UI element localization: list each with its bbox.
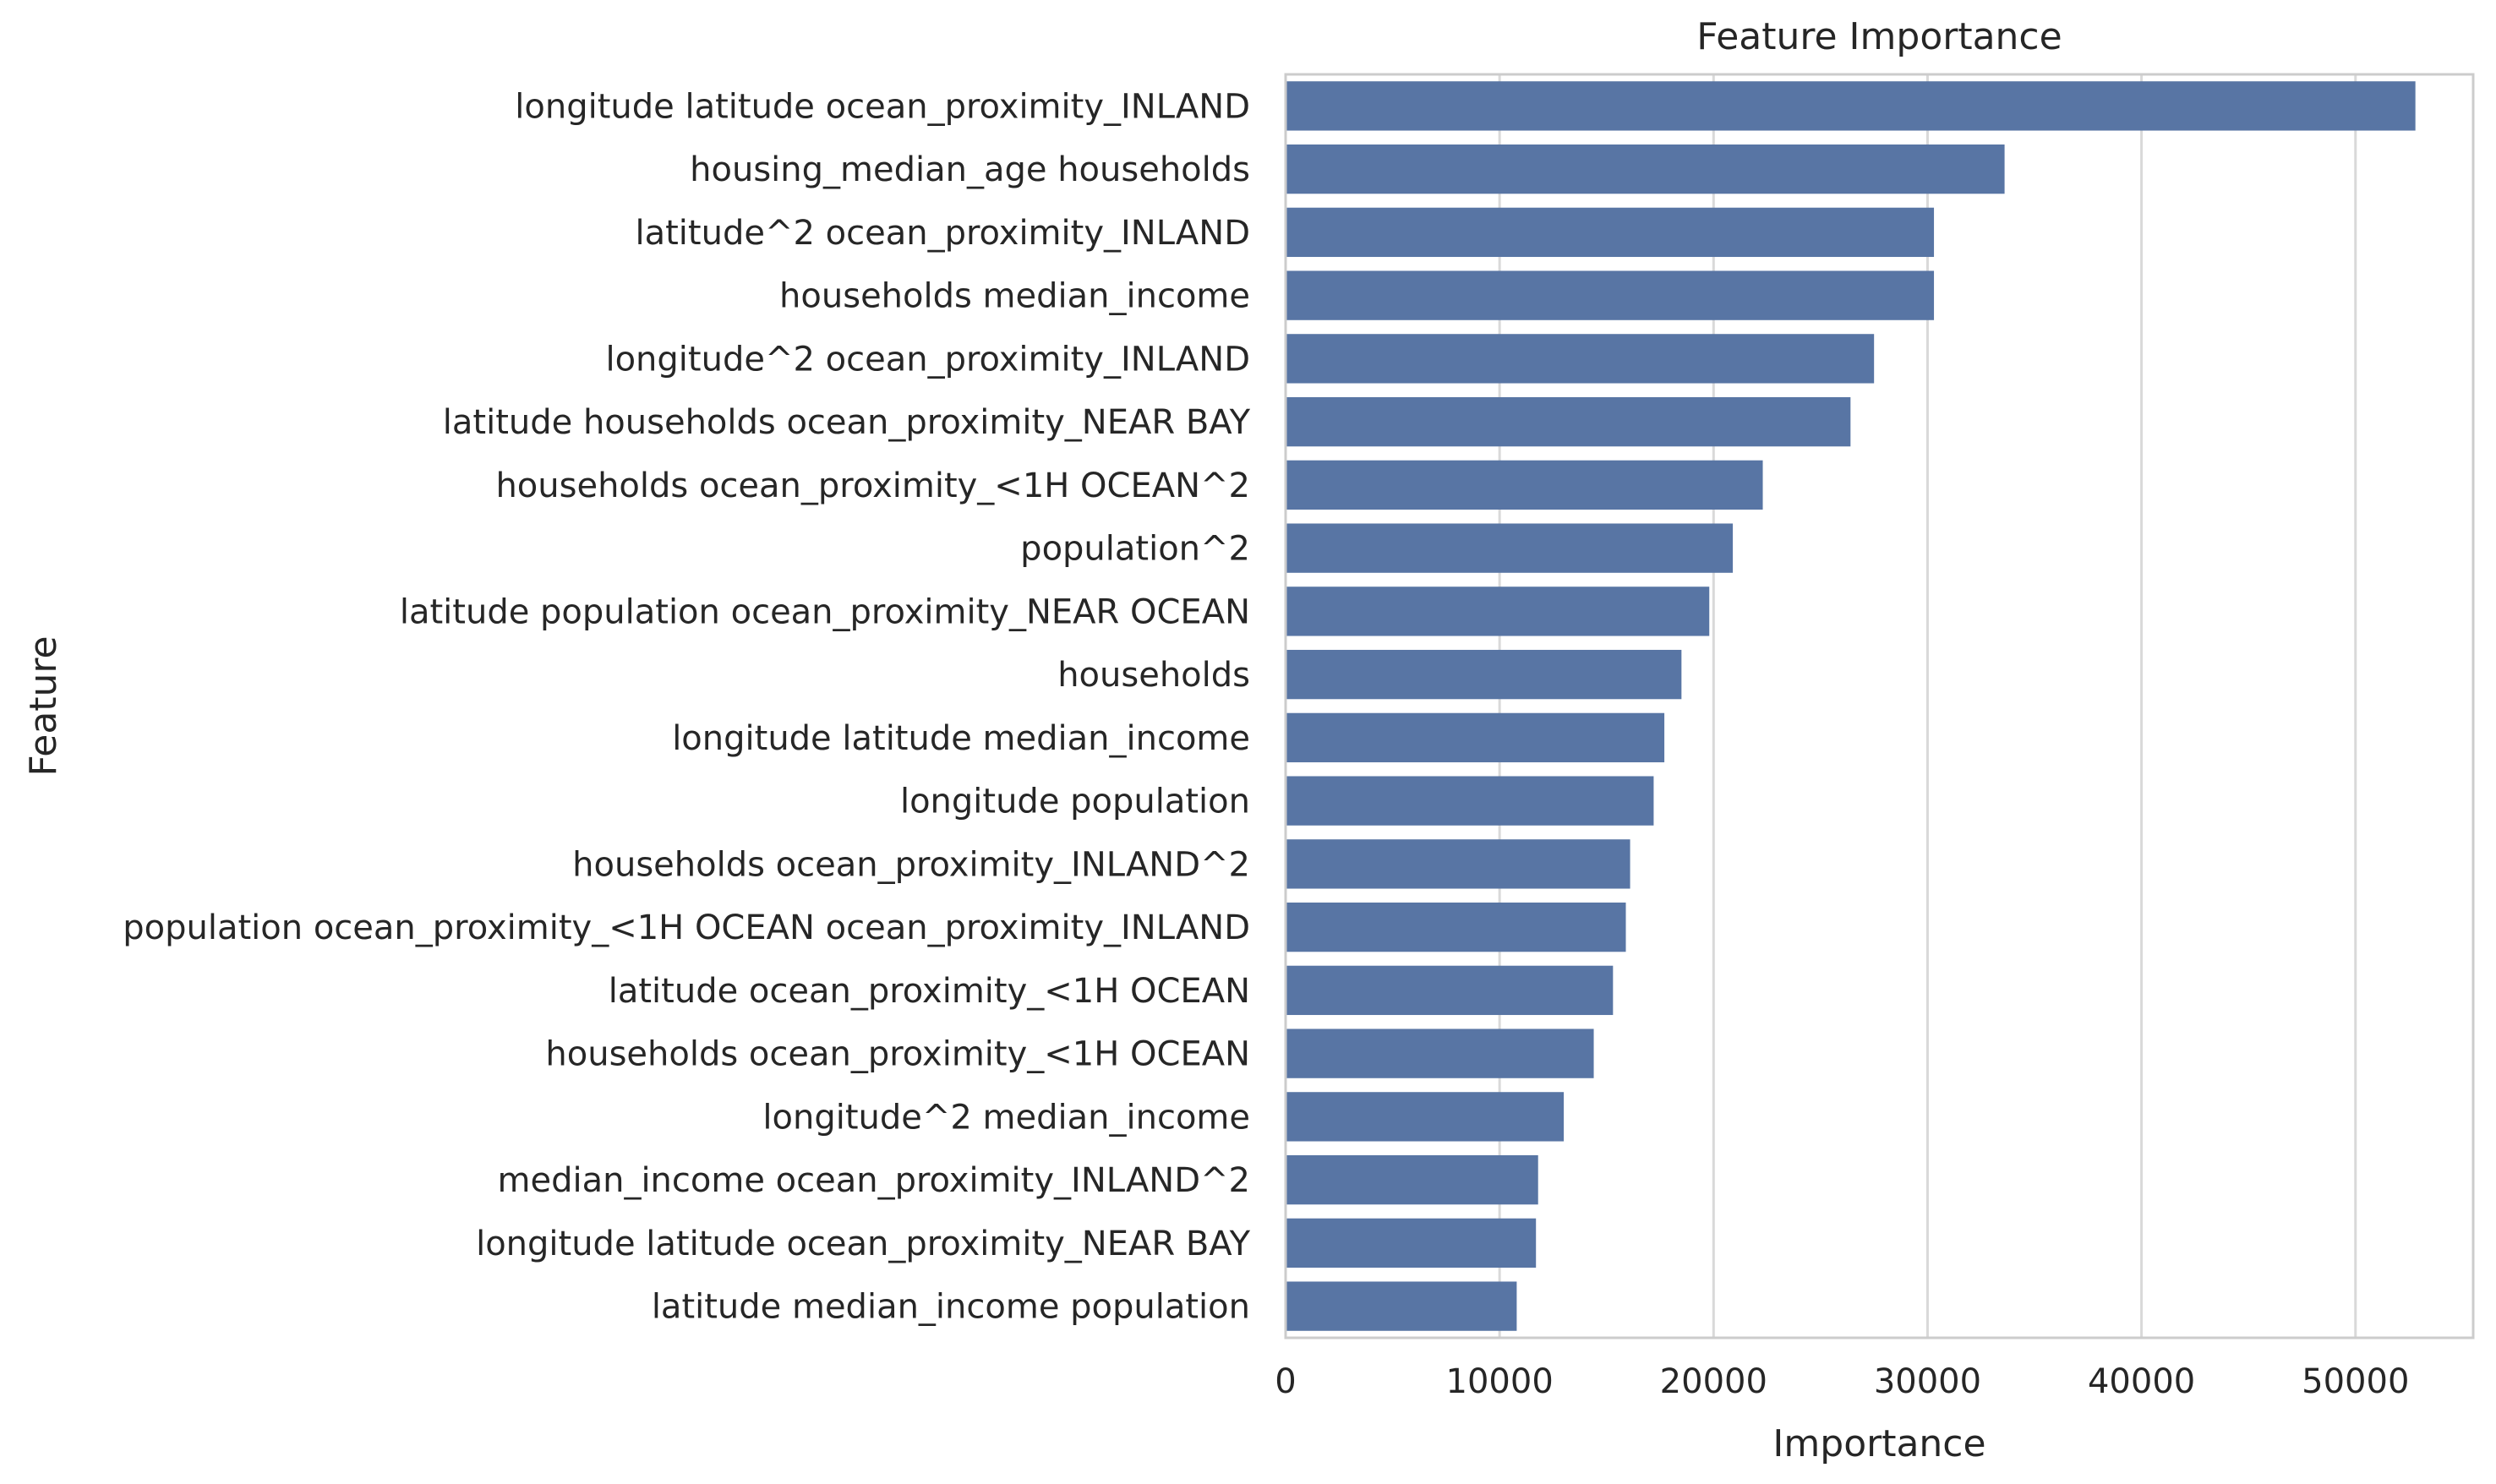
x-tick-labels: 0 10000 20000 30000 40000 50000 (1275, 1362, 2409, 1401)
y-tick-label: longitude latitude ocean_proximity_INLAN… (515, 87, 1250, 126)
bar (1286, 965, 1614, 1016)
bar (1286, 396, 1851, 447)
x-tick-label: 30000 (1874, 1362, 1981, 1401)
x-tick-label: 50000 (2302, 1362, 2409, 1401)
chart-title: Feature Importance (1696, 15, 2062, 58)
y-tick-label: households median_income (779, 277, 1250, 316)
bar (1286, 902, 1626, 952)
bar (1286, 460, 1763, 510)
y-tick-label: longitude latitude median_income (672, 719, 1250, 758)
bar (1286, 1092, 1565, 1142)
bar (1286, 523, 1734, 573)
bar (1286, 81, 2416, 131)
x-axis-label: Importance (1772, 1422, 1985, 1465)
x-tick-label: 40000 (2088, 1362, 2195, 1401)
y-tick-label: median_income ocean_proximity_INLAND^2 (498, 1161, 1251, 1200)
y-tick-labels: longitude latitude ocean_proximity_INLAN… (123, 87, 1250, 1326)
bar (1286, 270, 1935, 320)
bar (1286, 1281, 1517, 1331)
bar (1286, 839, 1630, 889)
y-axis-label: Feature (22, 636, 65, 776)
y-tick-label: households ocean_proximity_<1H OCEAN^2 (495, 466, 1250, 505)
bar (1286, 1218, 1537, 1268)
y-tick-label: housing_median_age households (690, 150, 1250, 189)
y-tick-label: longitude population (900, 783, 1250, 821)
y-tick-label: latitude median_income population (652, 1288, 1250, 1327)
y-tick-label: latitude population ocean_proximity_NEAR… (400, 592, 1250, 631)
y-tick-label: latitude households ocean_proximity_NEAR… (443, 403, 1251, 442)
x-tick-label: 10000 (1446, 1362, 1554, 1401)
bar (1286, 144, 2005, 194)
y-tick-label: longitude^2 ocean_proximity_INLAND (605, 340, 1250, 379)
y-tick-label: households ocean_proximity_INLAND^2 (572, 845, 1250, 884)
bar (1286, 776, 1654, 826)
y-tick-label: latitude^2 ocean_proximity_INLAND (636, 214, 1251, 253)
y-tick-label: longitude latitude ocean_proximity_NEAR … (476, 1225, 1250, 1263)
bar (1286, 1154, 1538, 1205)
y-tick-label: population^2 (1020, 530, 1250, 569)
y-tick-label: longitude^2 median_income (762, 1098, 1250, 1137)
bar (1286, 712, 1665, 763)
bars (1286, 81, 2416, 1331)
y-tick-label: households (1057, 656, 1250, 695)
bar (1286, 334, 1875, 384)
x-tick-label: 0 (1275, 1362, 1296, 1401)
x-tick-label: 20000 (1660, 1362, 1767, 1401)
bar (1286, 207, 1935, 258)
plot-frame (1284, 73, 2475, 1339)
y-tick-label: population ocean_proximity_<1H OCEAN oce… (123, 908, 1250, 947)
y-tick-label: latitude ocean_proximity_<1H OCEAN (609, 972, 1250, 1011)
bar (1286, 587, 1710, 636)
bar (1286, 1028, 1594, 1078)
y-tick-label: households ocean_proximity_<1H OCEAN (545, 1035, 1250, 1074)
bar (1286, 649, 1682, 700)
